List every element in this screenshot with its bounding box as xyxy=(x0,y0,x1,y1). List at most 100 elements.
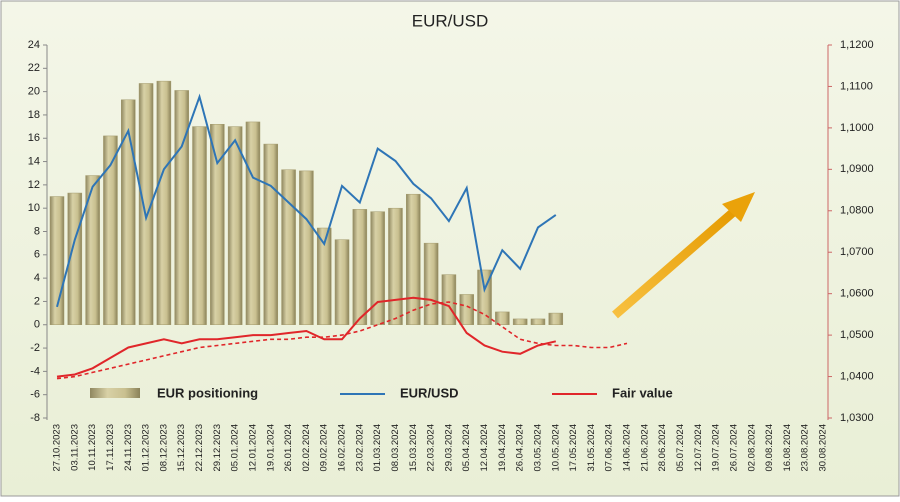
fair-value-forecast-line xyxy=(56,301,628,380)
y2-tick-label: 1,0800 xyxy=(840,205,874,217)
bar xyxy=(281,169,296,325)
x-tick-label: 02.02.2024 xyxy=(301,424,312,472)
y-tick-label: -2 xyxy=(30,342,40,354)
bar xyxy=(441,274,457,325)
y-tick-label: 16 xyxy=(28,132,40,144)
x-tick-label: 03.11.2023 xyxy=(69,424,80,471)
bar xyxy=(156,80,172,326)
x-tick-label: 02.08.2024 xyxy=(746,424,757,472)
y2-tick-label: 1,1200 xyxy=(840,39,874,51)
bar xyxy=(548,312,564,325)
x-tick-label: 07.06.2024 xyxy=(604,424,615,472)
bar xyxy=(67,192,83,325)
x-tick-label: 10.11.2023 xyxy=(87,424,98,471)
y-tick-label: 6 xyxy=(34,249,40,261)
x-tick-label: 15.12.2023 xyxy=(176,424,187,472)
x-tick-label: 17.05.2024 xyxy=(568,424,579,472)
x-tick-label: 29.03.2024 xyxy=(443,424,454,472)
x-tick-label: 22.12.2023 xyxy=(194,424,205,472)
x-tick-label: 26.04.2024 xyxy=(515,424,526,472)
x-tick-label: 24.11.2023 xyxy=(123,424,134,471)
bar xyxy=(334,239,350,325)
x-tick-label: 08.03.2024 xyxy=(390,424,401,472)
x-tick-label: 27.10.2023 xyxy=(52,424,63,472)
x-tick-label: 19.07.2024 xyxy=(711,424,722,472)
x-tick-label: 29.12.2023 xyxy=(212,424,223,472)
x-tick-label: 03.05.2024 xyxy=(532,424,543,472)
x-tick-label: 12.07.2024 xyxy=(693,424,704,472)
bar xyxy=(299,170,314,325)
legend-label: EUR/USD xyxy=(400,385,459,400)
arrow-shaft xyxy=(612,204,741,319)
bar xyxy=(406,193,421,325)
x-tick-label: 30.08.2024 xyxy=(818,424,829,472)
bar xyxy=(85,175,100,325)
bar xyxy=(210,124,225,325)
x-tick-label: 22.03.2024 xyxy=(426,424,437,472)
legend-label: EUR positioning xyxy=(157,385,258,400)
bar xyxy=(103,135,118,325)
bar xyxy=(245,121,261,326)
y-tick-label: 2 xyxy=(34,295,40,307)
bar xyxy=(316,227,332,325)
bar xyxy=(352,209,368,325)
bar xyxy=(263,143,279,325)
x-tick-label: 01.12.2023 xyxy=(141,424,152,472)
y2-tick-label: 1,0500 xyxy=(840,329,874,341)
x-tick-label: 05.04.2024 xyxy=(461,424,472,472)
bar xyxy=(174,90,189,325)
y-tick-label: 14 xyxy=(28,155,40,167)
x-tick-label: 17.11.2023 xyxy=(105,424,116,471)
x-tick-label: 26.07.2024 xyxy=(728,424,739,472)
x-tick-label: 19.04.2024 xyxy=(497,424,508,472)
y2-tick-label: 1,0400 xyxy=(840,370,874,382)
x-tick-label: 26.01.2024 xyxy=(283,424,294,472)
y-tick-label: 0 xyxy=(34,319,40,331)
x-tick-label: 12.01.2024 xyxy=(247,424,258,472)
x-tick-label: 05.07.2024 xyxy=(675,424,686,472)
bar xyxy=(423,242,439,325)
x-tick-label: 21.06.2024 xyxy=(639,424,650,472)
x-tick-label: 14.06.2024 xyxy=(622,424,633,472)
x-tick-label: 31.05.2024 xyxy=(586,424,597,472)
line xyxy=(56,93,557,308)
bar xyxy=(121,99,136,325)
y-tick-label: 24 xyxy=(28,39,40,51)
y-tick-label: -4 xyxy=(30,365,40,377)
x-tick-label: 16.08.2024 xyxy=(782,424,793,472)
y-tick-label: -8 xyxy=(30,412,40,424)
bar xyxy=(388,207,403,325)
y-tick-label: 8 xyxy=(34,225,40,237)
x-tick-label: 05.01.2024 xyxy=(230,424,241,472)
x-tick-label: 08.12.2023 xyxy=(158,424,169,472)
y-tick-label: 4 xyxy=(34,272,40,284)
y2-tick-label: 1,0300 xyxy=(840,412,874,424)
bar xyxy=(459,294,474,326)
x-tick-label: 09.08.2024 xyxy=(764,424,775,472)
bar xyxy=(495,311,510,326)
x-tick-label: 12.04.2024 xyxy=(479,424,490,472)
y-tick-label: 12 xyxy=(28,179,40,191)
x-tick-label: 19.01.2024 xyxy=(265,424,276,472)
bar xyxy=(512,318,528,325)
y2-tick-label: 1,0600 xyxy=(840,288,874,300)
chart-title: EUR/USD xyxy=(412,11,489,30)
bar xyxy=(192,126,207,325)
x-tick-label: 23.08.2024 xyxy=(800,424,811,472)
x-tick-label: 28.06.2024 xyxy=(657,424,668,472)
trend-arrow xyxy=(612,192,755,319)
x-tick-label: 01.03.2024 xyxy=(372,424,383,472)
x-tick-label: 23.02.2024 xyxy=(354,424,365,472)
x-tick-label: 10.05.2024 xyxy=(550,424,561,472)
arrow-head xyxy=(722,192,755,222)
x-tick-label: 16.02.2024 xyxy=(337,424,348,472)
y2-tick-label: 1,0900 xyxy=(840,163,874,175)
x-tick-label: 09.02.2024 xyxy=(319,424,330,472)
line xyxy=(56,296,557,378)
y2-tick-label: 1,1000 xyxy=(840,122,874,134)
bar xyxy=(227,126,243,325)
y-tick-label: 18 xyxy=(28,109,40,121)
bar xyxy=(138,83,154,325)
